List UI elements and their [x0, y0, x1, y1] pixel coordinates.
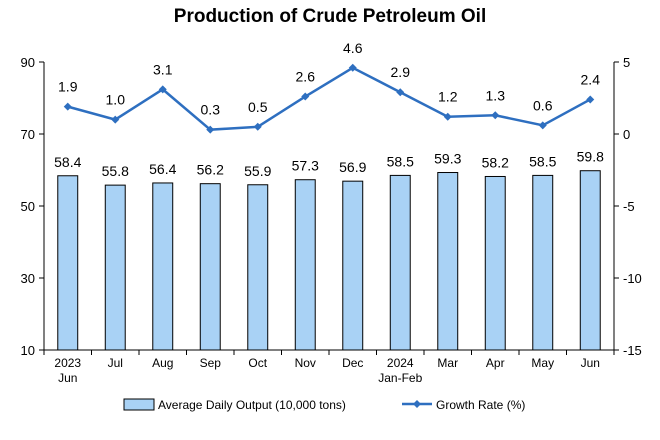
bar-data-label: 58.5: [529, 153, 556, 169]
growth-rate-point: [443, 112, 452, 121]
line-data-label: 1.3: [486, 87, 506, 103]
x-tick-label: Jun: [581, 356, 600, 370]
y-left-tick-label: 70: [21, 127, 35, 142]
growth-rate-point: [158, 85, 167, 94]
line-data-label: 2.6: [296, 69, 316, 85]
x-tick-label: 2023: [54, 356, 81, 370]
y-right-tick-label: -10: [623, 271, 642, 286]
x-tick-label: 2024: [387, 356, 414, 370]
bar-data-label: 59.8: [577, 149, 604, 165]
growth-rate-point: [206, 125, 215, 134]
x-tick-label: Jun: [58, 371, 77, 385]
chart-title: Production of Crude Petroleum Oil: [173, 6, 487, 27]
bar: [104, 184, 126, 351]
bar-data-label: 58.4: [54, 154, 81, 170]
y-right-tick-label: -15: [623, 343, 642, 358]
line-data-label: 1.0: [106, 92, 126, 108]
line-data-label: 2.9: [391, 64, 411, 80]
bar-data-label: 56.4: [149, 161, 176, 177]
y-right-tick-label: 0: [623, 127, 630, 142]
bar-data-label: 59.3: [434, 151, 461, 167]
bar: [294, 179, 316, 351]
growth-rate-point: [253, 122, 262, 131]
bar-data-label: 58.2: [482, 154, 509, 170]
x-tick-label: Nov: [295, 356, 316, 370]
line-data-label: 3.1: [153, 61, 173, 77]
bar-data-label: 55.8: [102, 163, 129, 179]
x-tick-label: May: [531, 356, 554, 370]
bar: [342, 180, 364, 351]
line-data-label: 1.9: [58, 79, 78, 95]
legend-bar-swatch: [123, 398, 155, 411]
legend-line-marker: [413, 400, 421, 408]
bar: [579, 170, 601, 351]
bar: [247, 184, 269, 351]
growth-rate-line: [67, 66, 591, 131]
growth-rate-point: [491, 111, 500, 120]
x-tick-label: Dec: [342, 356, 363, 370]
x-tick-label: Mar: [437, 356, 458, 370]
line-data-label: 0.3: [201, 102, 221, 118]
y-left-tick-label: 50: [21, 199, 35, 214]
growth-rate-point: [63, 102, 72, 111]
bar: [484, 175, 506, 351]
line-data-label: 4.6: [343, 40, 363, 56]
legend-bar-label: Average Daily Output (10,000 tons): [158, 398, 346, 412]
line-data-label: 0.5: [248, 99, 268, 115]
y-right-tick-label: -5: [623, 199, 635, 214]
y-left-tick-label: 10: [21, 343, 35, 358]
bar: [532, 174, 554, 351]
y-right-tick-label: 5: [623, 55, 630, 70]
line-data-label: 2.4: [581, 71, 601, 87]
growth-rate-point: [111, 115, 120, 124]
bar: [57, 175, 79, 351]
y-left-tick-label: 90: [21, 55, 35, 70]
bar: [437, 172, 459, 351]
line-data-label: 0.6: [533, 97, 553, 113]
bar-data-label: 56.9: [339, 159, 366, 175]
growth-rate-point: [586, 95, 595, 104]
line-data-label: 1.2: [438, 89, 458, 105]
growth-rate-point: [396, 88, 405, 97]
x-tick-label: Aug: [152, 356, 173, 370]
y-left-tick-label: 30: [21, 271, 35, 286]
bar-data-label: 56.2: [197, 162, 224, 178]
growth-rate-point: [538, 121, 547, 130]
x-tick-label: Sep: [200, 356, 222, 370]
x-tick-label: Jul: [108, 356, 123, 370]
bar-data-label: 57.3: [292, 158, 319, 174]
growth-rate-point: [348, 63, 357, 72]
growth-rate-point: [301, 92, 310, 101]
bar: [389, 174, 411, 351]
x-tick-label: Oct: [248, 356, 267, 370]
legend-line-label: Growth Rate (%): [436, 398, 525, 412]
bar-data-label: 55.9: [244, 163, 271, 179]
x-tick-label: Apr: [486, 356, 505, 370]
bar: [199, 183, 221, 351]
bar: [152, 182, 174, 351]
x-tick-label: Jan-Feb: [378, 371, 422, 385]
bar-data-label: 58.5: [387, 153, 414, 169]
